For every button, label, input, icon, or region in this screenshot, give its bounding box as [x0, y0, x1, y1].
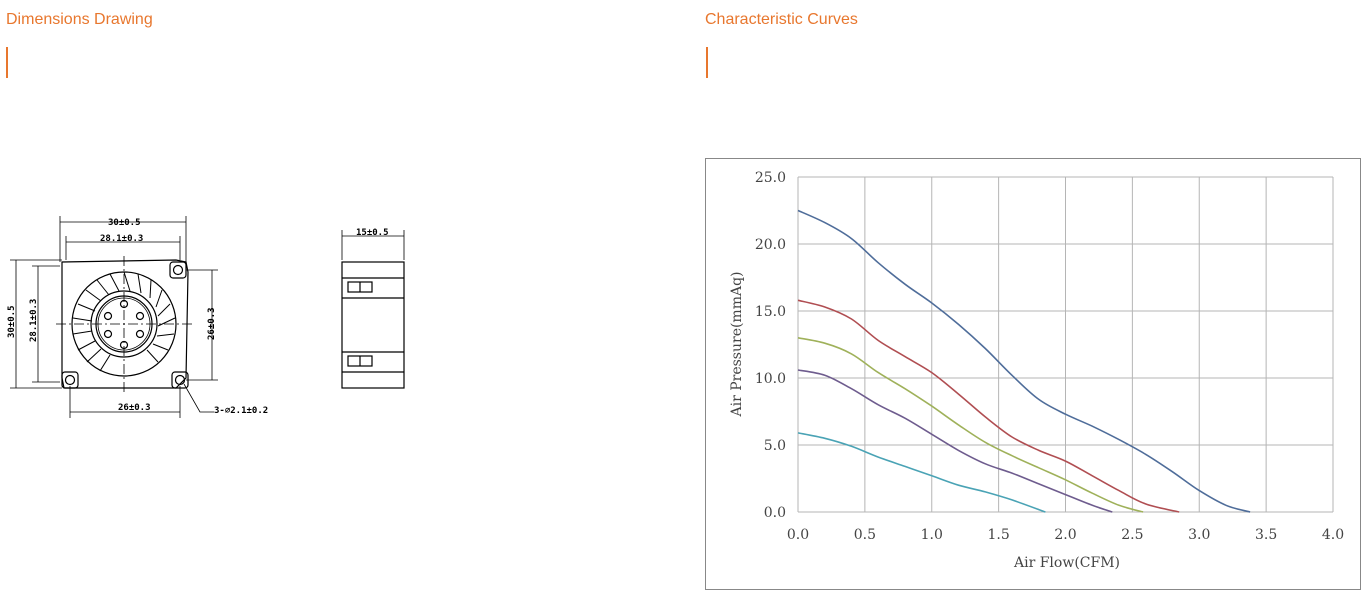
x-tick-label: 3.0 [1188, 527, 1210, 543]
mounting-hole [174, 374, 186, 386]
y-tick-label: 25.0 [755, 170, 786, 186]
dimensions-drawing: 30±0.5 28.1±0.3 26±0.3 3-⌀2.1±0.2 30±0.5… [7, 216, 405, 418]
x-tick-label: 0.0 [787, 527, 809, 543]
mounting-lug [61, 371, 79, 389]
dim-top-outer: 30±0.5 [108, 218, 141, 228]
x-tick-label: 2.0 [1054, 527, 1076, 543]
x-tick-label: 0.5 [854, 527, 876, 543]
chart-curves [797, 209, 1251, 513]
series-line-4 [797, 369, 1113, 513]
dim-right: 26±0.3 [207, 307, 217, 340]
dim-left-inner: 28.1±0.3 [29, 299, 39, 342]
characteristic-curves-chart: 0.0 0.5 1.0 1.5 2.0 2.5 3.0 3.5 4.0 0.0 5.0 10.0 15… [705, 158, 1361, 590]
y-tick-label: 20.0 [755, 237, 786, 253]
title-accent-bar [706, 47, 708, 78]
y-tick-label: 0.0 [764, 505, 786, 521]
y-axis-label: Air Pressure(mmAq) [729, 271, 745, 417]
dim-top-inner: 28.1±0.3 [100, 234, 143, 244]
y-tick-label: 15.0 [755, 304, 786, 320]
impeller-blades [72, 271, 176, 372]
chart-frame [705, 158, 1361, 590]
impeller-inner-circle [90, 290, 158, 358]
side-view [341, 261, 405, 389]
mounting-lug [169, 261, 187, 279]
dim-left-outer: 30±0.5 [7, 305, 17, 338]
dimensions-drawing-title: Dimensions Drawing [6, 11, 153, 28]
fan-housing-outline [61, 259, 189, 389]
mounting-hole [172, 264, 184, 276]
series-line-5 [797, 432, 1046, 513]
dim-bottom: 26±0.3 [118, 403, 151, 413]
series-line-3 [797, 337, 1144, 513]
dim-holes: 3-⌀2.1±0.2 [214, 406, 268, 416]
mounting-hole [64, 374, 76, 386]
x-tick-label: 4.0 [1322, 527, 1344, 543]
characteristic-curves-title: Characteristic Curves [705, 11, 858, 28]
x-tick-labels: 0.0 0.5 1.0 1.5 2.0 2.5 3.0 3.5 4.0 [787, 527, 1344, 543]
x-tick-label: 2.5 [1121, 527, 1143, 543]
x-tick-label: 1.0 [921, 527, 943, 543]
y-tick-labels: 0.0 5.0 10.0 15.0 20.0 25.0 [755, 170, 786, 521]
x-tick-label: 1.5 [987, 527, 1009, 543]
y-tick-label: 5.0 [764, 438, 786, 454]
title-accent-bar [6, 47, 8, 78]
y-tick-label: 10.0 [755, 371, 786, 387]
series-line-1 [797, 209, 1251, 513]
dim-side-width: 15±0.5 [356, 228, 389, 238]
x-tick-label: 3.5 [1255, 527, 1277, 543]
series-line-2 [797, 299, 1180, 513]
x-axis-label: Air Flow(CFM) [1013, 555, 1120, 571]
